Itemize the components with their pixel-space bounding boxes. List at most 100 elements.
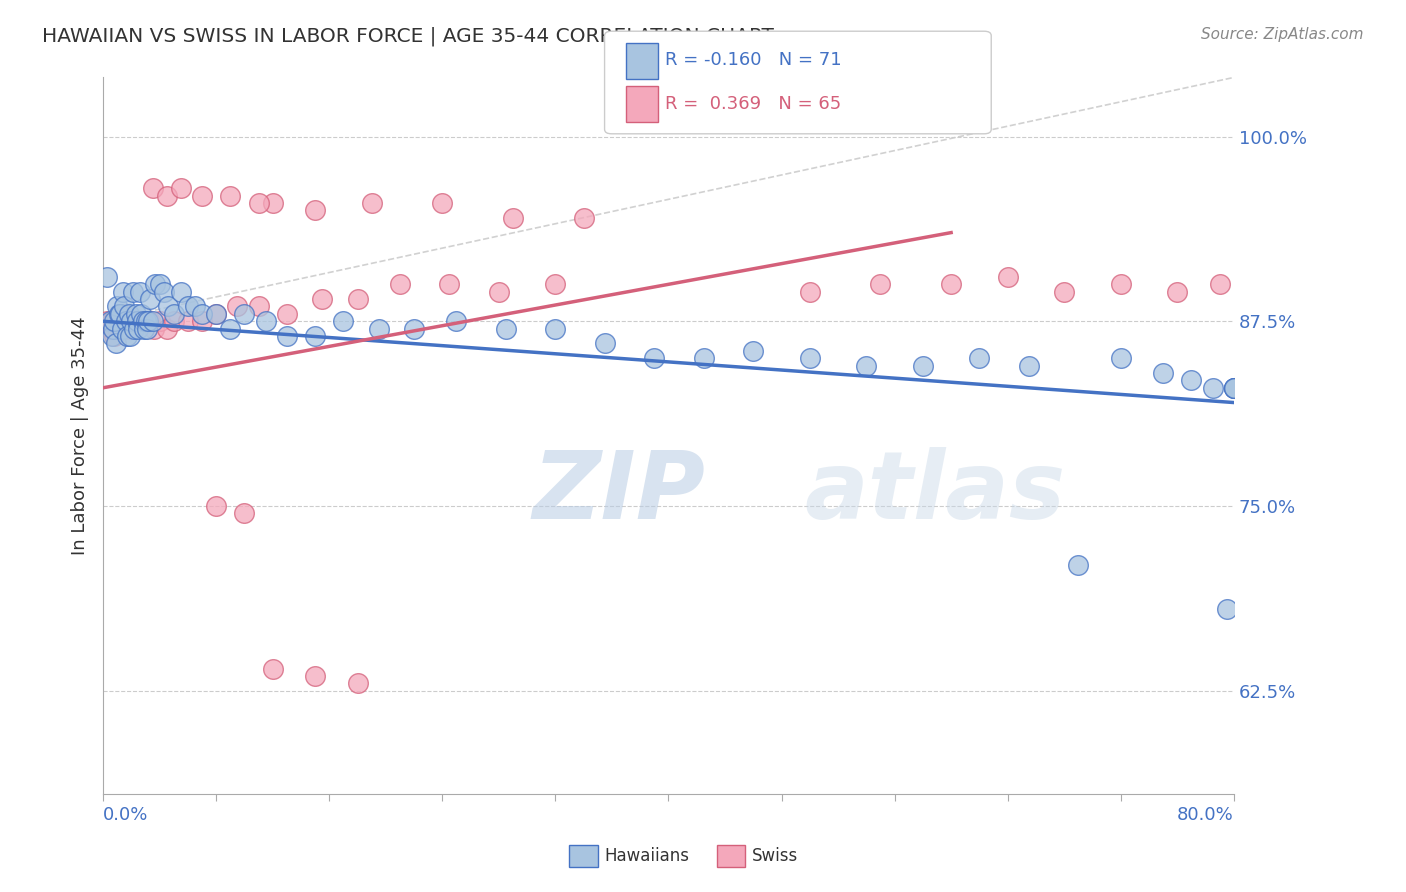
Text: Swiss: Swiss <box>752 847 799 865</box>
Point <box>98 321 121 335</box>
Point <box>127 314 149 328</box>
Point <box>643 351 665 366</box>
Point <box>304 203 326 218</box>
Point <box>114 314 136 328</box>
Point <box>997 269 1019 284</box>
Point <box>142 181 165 195</box>
Point <box>112 300 135 314</box>
Point <box>446 314 468 328</box>
Point <box>205 307 228 321</box>
Point <box>111 285 134 299</box>
Point <box>276 329 298 343</box>
Point <box>226 300 249 314</box>
Point <box>163 307 186 321</box>
Point <box>129 314 152 328</box>
Point <box>742 343 765 358</box>
Point <box>145 277 167 292</box>
Point <box>101 321 124 335</box>
Text: ZIP: ZIP <box>533 447 706 539</box>
Point <box>191 188 214 202</box>
Text: R =  0.369   N = 65: R = 0.369 N = 65 <box>665 95 841 113</box>
Point <box>502 211 524 225</box>
Point <box>1223 381 1246 395</box>
Point <box>254 314 277 328</box>
Point <box>544 277 567 292</box>
Point <box>219 321 242 335</box>
Point <box>439 277 461 292</box>
Point <box>132 321 155 335</box>
Point <box>104 314 127 328</box>
Point <box>96 269 118 284</box>
Point <box>184 300 207 314</box>
Point <box>115 321 138 335</box>
Point <box>177 300 200 314</box>
Point <box>693 351 716 366</box>
Point <box>1067 558 1090 573</box>
Point <box>1109 277 1132 292</box>
Point <box>205 499 228 513</box>
Point <box>136 321 159 335</box>
Point <box>170 181 193 195</box>
Point <box>149 314 172 328</box>
Text: Hawaiians: Hawaiians <box>605 847 689 865</box>
Point <box>262 661 284 675</box>
Point <box>346 292 368 306</box>
Point <box>205 307 228 321</box>
Point <box>191 307 214 321</box>
Point <box>118 329 141 343</box>
Point <box>593 336 616 351</box>
Point <box>191 314 214 328</box>
Point <box>142 314 165 328</box>
Point <box>143 321 166 335</box>
Point <box>111 321 134 335</box>
Text: 0.0%: 0.0% <box>103 806 149 824</box>
Point <box>153 285 176 299</box>
Point <box>103 314 125 328</box>
Point <box>1208 277 1230 292</box>
Point <box>104 336 127 351</box>
Point <box>1201 381 1223 395</box>
Point <box>108 307 131 321</box>
Point <box>135 314 157 328</box>
Point <box>156 188 179 202</box>
Point <box>346 676 368 690</box>
Point <box>107 314 129 328</box>
Point <box>1223 381 1246 395</box>
Point <box>157 300 180 314</box>
Point <box>121 314 143 328</box>
Point <box>869 277 891 292</box>
Point <box>117 314 139 328</box>
Point <box>939 277 962 292</box>
Point <box>122 321 145 335</box>
Point <box>1166 285 1188 299</box>
Point <box>105 300 128 314</box>
Point <box>911 359 934 373</box>
Point <box>799 351 821 366</box>
Point <box>138 314 160 328</box>
Point <box>332 314 354 328</box>
Point <box>495 321 517 335</box>
Point <box>110 314 132 328</box>
Point <box>799 285 821 299</box>
Point <box>855 359 877 373</box>
Point <box>572 211 595 225</box>
Point <box>100 314 122 328</box>
Point <box>177 314 200 328</box>
Point <box>170 285 193 299</box>
Text: 80.0%: 80.0% <box>1177 806 1234 824</box>
Text: atlas: atlas <box>804 447 1066 539</box>
Point <box>127 321 149 335</box>
Point <box>1215 602 1237 616</box>
Point <box>115 329 138 343</box>
Point <box>388 277 411 292</box>
Point <box>488 285 510 299</box>
Point <box>367 321 389 335</box>
Text: HAWAIIAN VS SWISS IN LABOR FORCE | AGE 35-44 CORRELATION CHART: HAWAIIAN VS SWISS IN LABOR FORCE | AGE 3… <box>42 27 775 46</box>
Point <box>219 188 242 202</box>
Point <box>276 307 298 321</box>
Point <box>120 314 142 328</box>
Point <box>1223 381 1246 395</box>
Point <box>98 314 121 328</box>
Point <box>107 307 129 321</box>
Point <box>304 669 326 683</box>
